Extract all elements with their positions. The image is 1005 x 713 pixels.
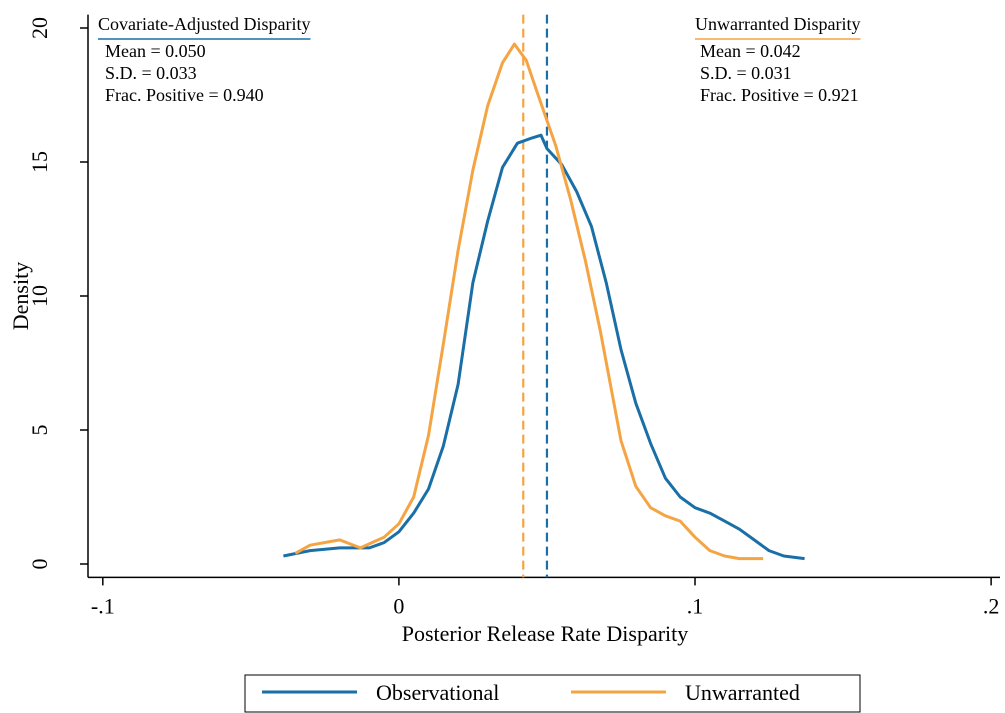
annotation-line: Frac. Positive = 0.940 [105,85,264,105]
annotation-line: Mean = 0.042 [700,41,801,61]
x-tick-label: -.1 [91,593,115,618]
annotation-line: Frac. Positive = 0.921 [700,85,859,105]
x-tick-label: 0 [393,593,404,618]
y-tick-label: 0 [27,559,52,570]
y-tick-label: 5 [27,425,52,436]
y-tick-label: 10 [27,285,52,307]
annotation-line: Mean = 0.050 [105,41,206,61]
y-tick-label: 20 [27,17,52,39]
density-line [283,133,805,561]
density-line [294,42,764,561]
legend-label: Observational [376,680,499,705]
x-tick-label: .2 [983,593,1000,618]
y-tick-label: 15 [27,151,52,173]
annotation-title: Unwarranted Disparity [695,14,860,34]
annotation-line: S.D. = 0.031 [700,63,792,83]
x-tick-label: .1 [687,593,704,618]
annotation-line: S.D. = 0.033 [105,63,197,83]
y-axis-title: Density [8,262,33,330]
legend-label: Unwarranted [685,680,800,705]
annotation-title: Covariate-Adjusted Disparity [98,14,310,34]
x-axis-title: Posterior Release Rate Disparity [402,621,689,646]
